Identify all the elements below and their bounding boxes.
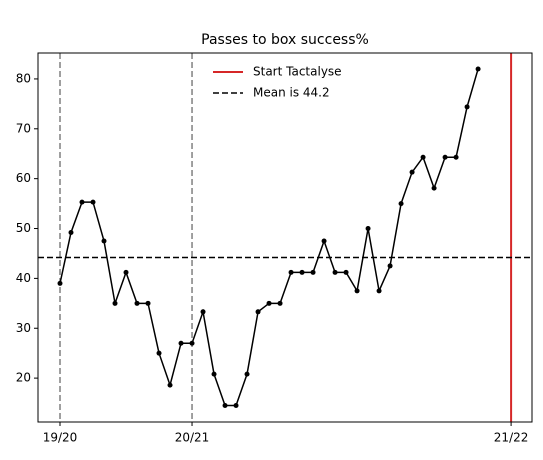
data-point	[145, 300, 151, 306]
data-point	[266, 300, 272, 306]
data-point	[189, 340, 195, 346]
data-point	[134, 300, 140, 306]
data-point	[57, 280, 63, 286]
data-point	[442, 154, 448, 160]
y-tick-label: 50	[16, 221, 31, 235]
y-tick-label: 70	[16, 121, 31, 135]
data-point	[321, 238, 327, 244]
data-point	[277, 300, 283, 306]
x-tick-label: 21/22	[494, 431, 529, 445]
data-point	[475, 66, 481, 72]
data-point	[310, 269, 316, 275]
plot-frame	[37, 52, 533, 423]
data-point	[233, 403, 239, 409]
legend-label: Mean is 44.2	[253, 86, 330, 100]
x-tick-label: 19/20	[43, 431, 78, 445]
data-point	[398, 201, 404, 207]
data-point	[178, 340, 184, 346]
data-point	[376, 288, 382, 294]
data-point	[156, 350, 162, 356]
data-point	[68, 230, 74, 236]
data-point	[464, 104, 470, 110]
data-point	[167, 382, 173, 388]
y-tick-label: 20	[16, 371, 31, 385]
legend-label: Start Tactalyse	[253, 65, 342, 79]
x-tick-label: 20/21	[175, 431, 210, 445]
data-point	[354, 288, 360, 294]
y-tick-label: 80	[16, 71, 31, 85]
data-point	[453, 154, 459, 160]
data-point	[387, 263, 393, 269]
data-point	[90, 199, 96, 205]
chart-title: Passes to box success%	[201, 32, 369, 48]
data-point	[255, 309, 261, 315]
data-point	[343, 269, 349, 275]
y-tick-label: 60	[16, 171, 31, 185]
data-point	[365, 226, 371, 232]
data-point	[101, 238, 107, 244]
data-point	[431, 185, 437, 191]
data-line	[59, 68, 479, 407]
data-point	[112, 300, 118, 306]
data-point	[211, 371, 217, 377]
data-point	[299, 269, 305, 275]
y-tick-label: 30	[16, 321, 31, 335]
data-point	[409, 169, 415, 175]
data-point	[332, 269, 338, 275]
data-point	[123, 269, 129, 275]
y-tick-label: 40	[16, 271, 31, 285]
data-point	[200, 309, 206, 315]
data-point	[288, 269, 294, 275]
data-point	[222, 403, 228, 409]
data-point	[420, 154, 426, 160]
data-point	[244, 371, 250, 377]
data-point	[79, 199, 85, 205]
